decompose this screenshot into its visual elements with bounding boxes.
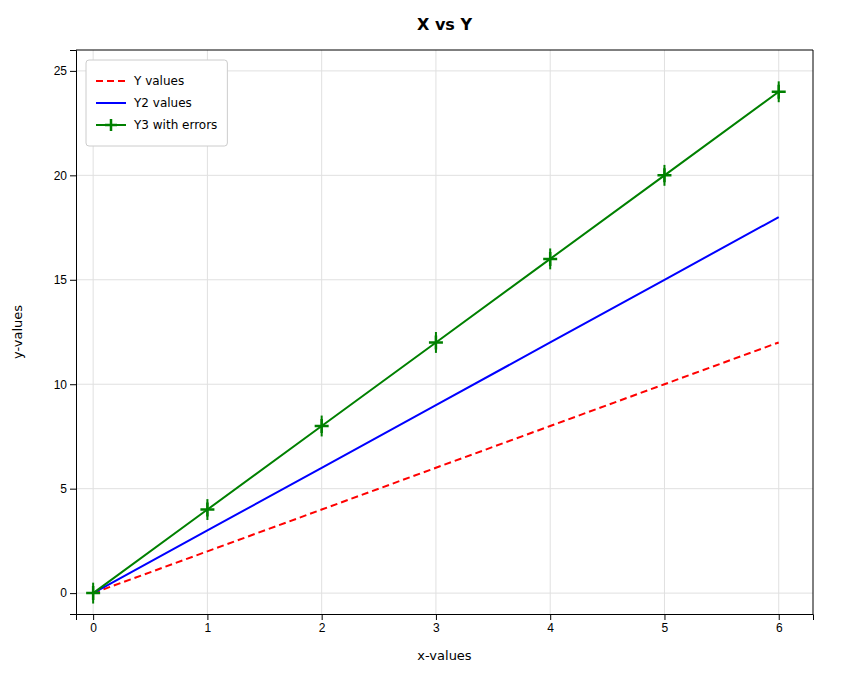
grid-line xyxy=(435,50,436,614)
tick: 6 xyxy=(776,614,783,635)
legend-label: Y2 values xyxy=(133,96,192,110)
marker xyxy=(772,85,786,99)
legend: Y values Y2 values Y3 with errors xyxy=(86,60,227,146)
tick: 0 xyxy=(60,586,76,600)
series xyxy=(93,217,779,593)
axis-line xyxy=(70,51,77,615)
line xyxy=(93,92,779,593)
tick-mark xyxy=(550,614,551,620)
grid-line xyxy=(321,50,322,614)
tick: 2 xyxy=(319,614,326,635)
tick-mark xyxy=(436,614,437,620)
x-axis-label: x-values xyxy=(417,648,472,663)
grid xyxy=(76,50,813,614)
tick-label: 10 xyxy=(54,378,68,392)
grid-line xyxy=(550,50,551,614)
plot: 0 1 2 3 4 5 6 0 5 10 15 20 25 Y values Y2 values Y3 wit… xyxy=(54,50,814,635)
tick-mark xyxy=(70,71,76,72)
legend-label: Y values xyxy=(133,74,184,88)
line xyxy=(93,342,779,593)
grid-line xyxy=(76,488,813,489)
grid-line xyxy=(76,384,813,385)
tick-mark xyxy=(70,489,76,490)
tick-label: 3 xyxy=(433,621,440,635)
tick-label: 5 xyxy=(662,621,669,635)
tick-mark xyxy=(70,280,76,281)
series xyxy=(86,81,786,603)
tick-mark xyxy=(70,593,76,594)
marker xyxy=(657,168,671,182)
grid-line xyxy=(664,50,665,614)
tick-label: 25 xyxy=(54,64,68,78)
marker xyxy=(429,335,443,349)
marks xyxy=(86,81,786,603)
grid-line xyxy=(76,593,813,594)
title: X vs Y xyxy=(417,15,472,34)
grid-line xyxy=(778,50,779,614)
tick-mark xyxy=(322,614,323,620)
tick: 1 xyxy=(205,614,212,635)
tick-label: 6 xyxy=(776,621,783,635)
tick: 4 xyxy=(547,614,554,635)
frame xyxy=(813,50,814,614)
grid-line xyxy=(76,175,813,176)
tick-label: 4 xyxy=(547,621,554,635)
tick-mark xyxy=(207,614,208,620)
frame xyxy=(76,50,813,51)
axis-line xyxy=(77,615,814,621)
tick: 15 xyxy=(54,273,76,287)
legend-swatch xyxy=(105,119,117,131)
tick: 20 xyxy=(54,169,76,183)
legend-swatch xyxy=(96,80,126,82)
tick-mark xyxy=(70,175,76,176)
chart: 0 1 2 3 4 5 6 0 5 10 15 20 25 Y values Y2 values Y3 wit… xyxy=(0,0,843,678)
legend-label: Y3 with errors xyxy=(133,118,217,132)
tick: 0 xyxy=(90,614,97,635)
marker xyxy=(315,419,329,433)
tick-label: 2 xyxy=(319,621,326,635)
tick-mark xyxy=(664,614,665,620)
tick-label: 1 xyxy=(205,621,212,635)
legend-box xyxy=(86,60,227,146)
tick: 3 xyxy=(433,614,440,635)
legend-swatch xyxy=(96,102,126,104)
tick-label: 20 xyxy=(54,169,68,183)
line xyxy=(93,217,779,593)
tick: 5 xyxy=(662,614,669,635)
marker xyxy=(200,503,214,517)
tick-mark xyxy=(70,384,76,385)
tick-mark xyxy=(779,614,780,620)
y-axis: 0 5 10 15 20 25 xyxy=(54,51,77,615)
tick: 5 xyxy=(60,482,76,496)
grid-line xyxy=(76,279,813,280)
tick: 10 xyxy=(54,378,76,392)
y-axis-label: y-values xyxy=(10,305,25,359)
tick: 25 xyxy=(54,64,76,78)
tick-label: 0 xyxy=(60,586,67,600)
tick-label: 15 xyxy=(54,273,68,287)
series xyxy=(93,342,779,593)
tick-label: 5 xyxy=(60,482,67,496)
tick-label: 0 xyxy=(90,621,97,635)
marker xyxy=(543,252,557,266)
marker xyxy=(86,586,100,600)
tick-mark xyxy=(93,614,94,620)
x-axis: 0 1 2 3 4 5 6 xyxy=(77,614,814,635)
